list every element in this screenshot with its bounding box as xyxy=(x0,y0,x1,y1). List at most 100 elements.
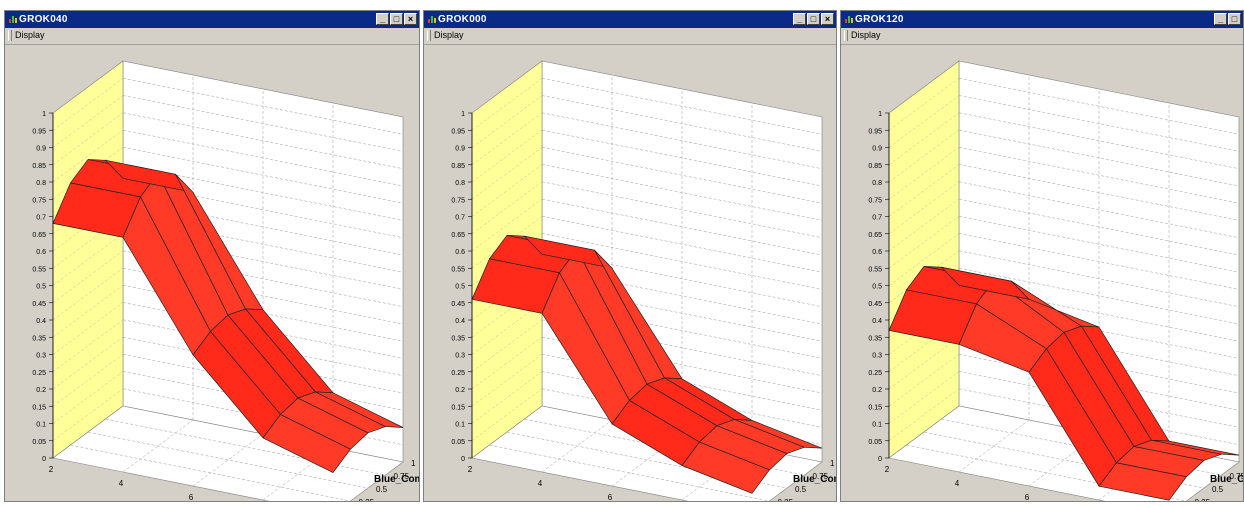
window-title: GROK040 xyxy=(19,14,68,25)
menu-display[interactable]: Display xyxy=(851,30,881,40)
y-tick-label: 0.75 xyxy=(813,472,829,481)
grid-line xyxy=(52,336,124,390)
y-axis-label: Blue_Commu xyxy=(793,474,836,485)
grid-line xyxy=(70,444,351,501)
x-tick-label: 2 xyxy=(468,465,473,474)
surface-chart: 0 0.05 0.1 0.15 0.2 0.25 0.3 0.35 0.4 0.45 0.5 0.55… xyxy=(841,45,1243,501)
grid-line xyxy=(958,419,1030,473)
surface-patch xyxy=(315,391,404,428)
grid-line xyxy=(52,388,124,441)
z-tick-label: 0.1 xyxy=(36,422,46,429)
z-tick-label: 0 xyxy=(461,456,465,463)
side-wall xyxy=(888,60,960,459)
window-grok040[interactable]: GROK040 _ □ × Display 0 0.05 0.1 0.15 0.2 0.2… xyxy=(4,10,420,502)
z-tick-label: 0.9 xyxy=(872,146,882,153)
grid-line xyxy=(52,285,124,338)
window-grok000[interactable]: GROK000 _ □ × Display 0 0.05 0.1 0.15 0.2 0.2… xyxy=(423,10,837,502)
grid-line xyxy=(541,216,823,273)
z-tick-label: 0.55 xyxy=(451,266,465,273)
minimize-icon[interactable]: _ xyxy=(1214,13,1227,25)
z-tick-label: 0.2 xyxy=(872,387,882,394)
grid-line xyxy=(52,250,124,303)
z-tick-label: 0 xyxy=(42,456,46,463)
grid-line xyxy=(471,78,543,131)
grid-line xyxy=(888,250,960,303)
z-tick-label: 0.55 xyxy=(868,266,882,273)
grid-line xyxy=(541,112,823,169)
surface-chart: 0 0.05 0.1 0.15 0.2 0.25 0.3 0.35 0.4 0.45 0.5 0.55… xyxy=(424,45,836,501)
grid-line xyxy=(541,181,823,238)
z-tick-label: 0.6 xyxy=(36,249,46,256)
side-wall xyxy=(52,60,124,459)
title-bar[interactable]: GROK120 _ □ xyxy=(841,11,1243,28)
window-title: GROK000 xyxy=(438,14,487,25)
surface-chart: 0 0.05 0.1 0.15 0.2 0.25 0.3 0.35 0.4 0.45 0.5 0.55… xyxy=(5,45,419,501)
z-tick-label: 1 xyxy=(461,111,465,118)
title-bar[interactable]: GROK040 _ □ × xyxy=(5,11,419,28)
z-tick-label: 0.3 xyxy=(872,353,882,360)
z-tick-label: 0.05 xyxy=(868,439,882,446)
grid-line xyxy=(52,371,124,424)
z-tick-label: 0.45 xyxy=(868,301,882,308)
x-tick-label: 2 xyxy=(49,465,54,474)
app-icon xyxy=(428,16,436,23)
y-axis-label: Blue_Commu xyxy=(374,474,419,485)
surface-patch xyxy=(734,419,823,449)
grid-line xyxy=(888,371,960,424)
grid-line xyxy=(888,354,960,407)
z-tick-label: 0.15 xyxy=(451,404,465,411)
z-tick-label: 0.05 xyxy=(451,439,465,446)
grid-line xyxy=(888,216,960,269)
menu-bar: Display xyxy=(424,28,836,45)
grid-line xyxy=(192,433,264,487)
maximize-icon[interactable]: □ xyxy=(807,13,820,25)
grid-line xyxy=(471,112,543,165)
close-icon[interactable]: × xyxy=(404,13,417,25)
grid-line xyxy=(888,129,960,183)
z-tick-label: 0.85 xyxy=(868,163,882,170)
grid-line xyxy=(888,336,960,390)
grid-line xyxy=(52,319,124,372)
title-bar[interactable]: GROK000 _ □ × xyxy=(424,11,836,28)
minimize-icon[interactable]: _ xyxy=(376,13,389,25)
grid-line xyxy=(541,147,823,204)
window-title: GROK120 xyxy=(855,14,904,25)
surface-patch xyxy=(1151,439,1240,456)
maximize-icon[interactable]: □ xyxy=(1228,13,1241,25)
app-icon xyxy=(9,16,17,23)
z-tick-label: 0.45 xyxy=(32,301,46,308)
grid-line xyxy=(122,147,404,204)
z-tick-label: 0.55 xyxy=(32,266,46,273)
grid-line xyxy=(52,78,124,131)
grid-line xyxy=(52,267,124,321)
z-tick-label: 0.35 xyxy=(451,335,465,342)
z-tick-label: 0.65 xyxy=(868,232,882,239)
z-tick-label: 0.95 xyxy=(451,128,465,135)
grid-line xyxy=(471,336,543,390)
z-tick-label: 0.35 xyxy=(868,335,882,342)
z-tick-label: 0 xyxy=(878,456,882,463)
window-grok120[interactable]: GROK120 _ □ Display 0 0.05 0.1 0.15 0.2 0.25 0… xyxy=(840,10,1244,502)
menu-display[interactable]: Display xyxy=(434,30,464,40)
grid-line xyxy=(52,95,124,148)
grid-line xyxy=(122,419,194,473)
menu-grip xyxy=(8,30,12,41)
close-icon[interactable]: × xyxy=(821,13,834,25)
grid-line xyxy=(958,181,1240,238)
maximize-icon[interactable]: □ xyxy=(390,13,403,25)
z-tick-label: 0.9 xyxy=(455,146,465,153)
grid-line xyxy=(888,181,960,234)
z-tick-label: 0.3 xyxy=(36,353,46,360)
grid-line xyxy=(471,164,543,217)
minimize-icon[interactable]: _ xyxy=(793,13,806,25)
grid-line xyxy=(471,95,543,148)
z-tick-label: 0.2 xyxy=(36,387,46,394)
x-tick-label: 2 xyxy=(885,465,890,474)
z-tick-label: 0.6 xyxy=(455,249,465,256)
grid-line xyxy=(471,319,543,372)
y-tick-label: 0.25 xyxy=(359,498,375,501)
grid-line xyxy=(471,198,543,252)
grid-line xyxy=(52,147,124,200)
menu-display[interactable]: Display xyxy=(15,30,45,40)
z-tick-label: 0.75 xyxy=(451,197,465,204)
